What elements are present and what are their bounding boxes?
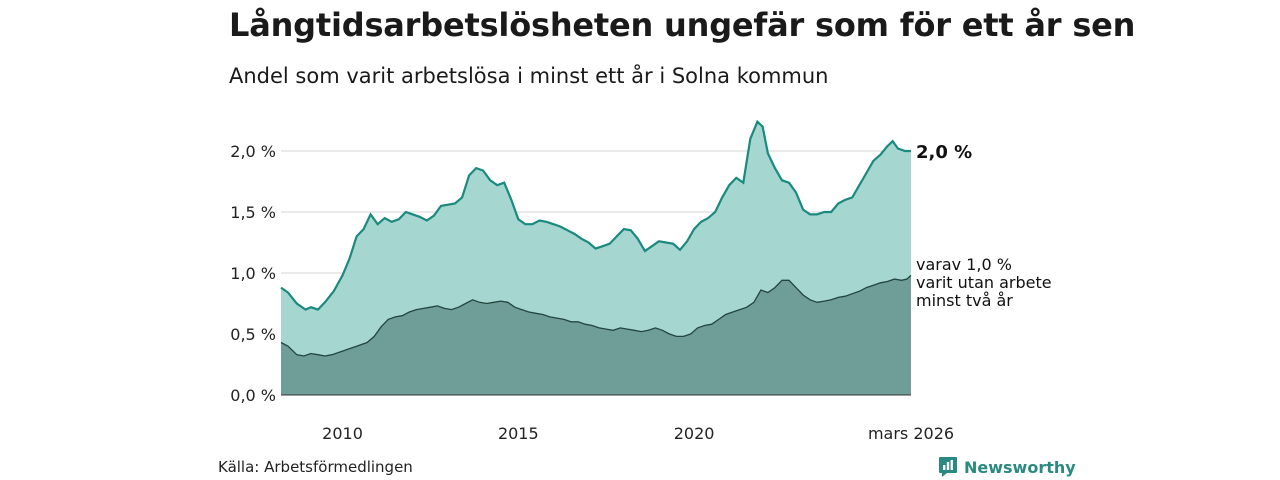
line-total-long-term [280,119,911,311]
y-tick-label: 0,5 % [230,325,276,344]
series-lines [280,119,912,357]
source-note: Källa: Arbetsförmedlingen [218,458,413,476]
total-end-label: 2,0 % [916,142,972,163]
line-two-years [280,274,912,357]
y-tick-label: 1,5 % [230,203,276,222]
chart-title: Långtidsarbetslösheten ungefär som för e… [229,6,1136,44]
x-tick-label: 2010 [322,424,363,443]
y-tick-label: 2,0 % [230,142,276,161]
area-two-years [281,275,911,395]
y-tick-label: 0,0 % [230,386,276,405]
brand-name: Newsworthy [964,457,1076,477]
x-axis-ticks: 2010 2015 2020 mars 2026 [322,424,954,443]
y-tick-label: 1,0 % [230,264,276,283]
areas [281,121,911,395]
sub-label-line2: varit utan arbete [916,273,1052,292]
brand-logo[interactable]: Newsworthy [938,456,1076,478]
x-tick-label: 2020 [674,424,715,443]
sub-label-line1: varav 1,0 % [916,255,1012,274]
sub-label-line3: minst två år [916,291,1013,310]
x-tick-label: 2015 [498,424,539,443]
newsworthy-logo-icon [939,457,957,477]
x-tick-label: mars 2026 [868,424,954,443]
y-axis-ticks: 0,0 % 0,5 % 1,0 % 1,5 % 2,0 % [230,142,276,405]
chart-subtitle: Andel som varit arbetslösa i minst ett å… [229,64,829,88]
